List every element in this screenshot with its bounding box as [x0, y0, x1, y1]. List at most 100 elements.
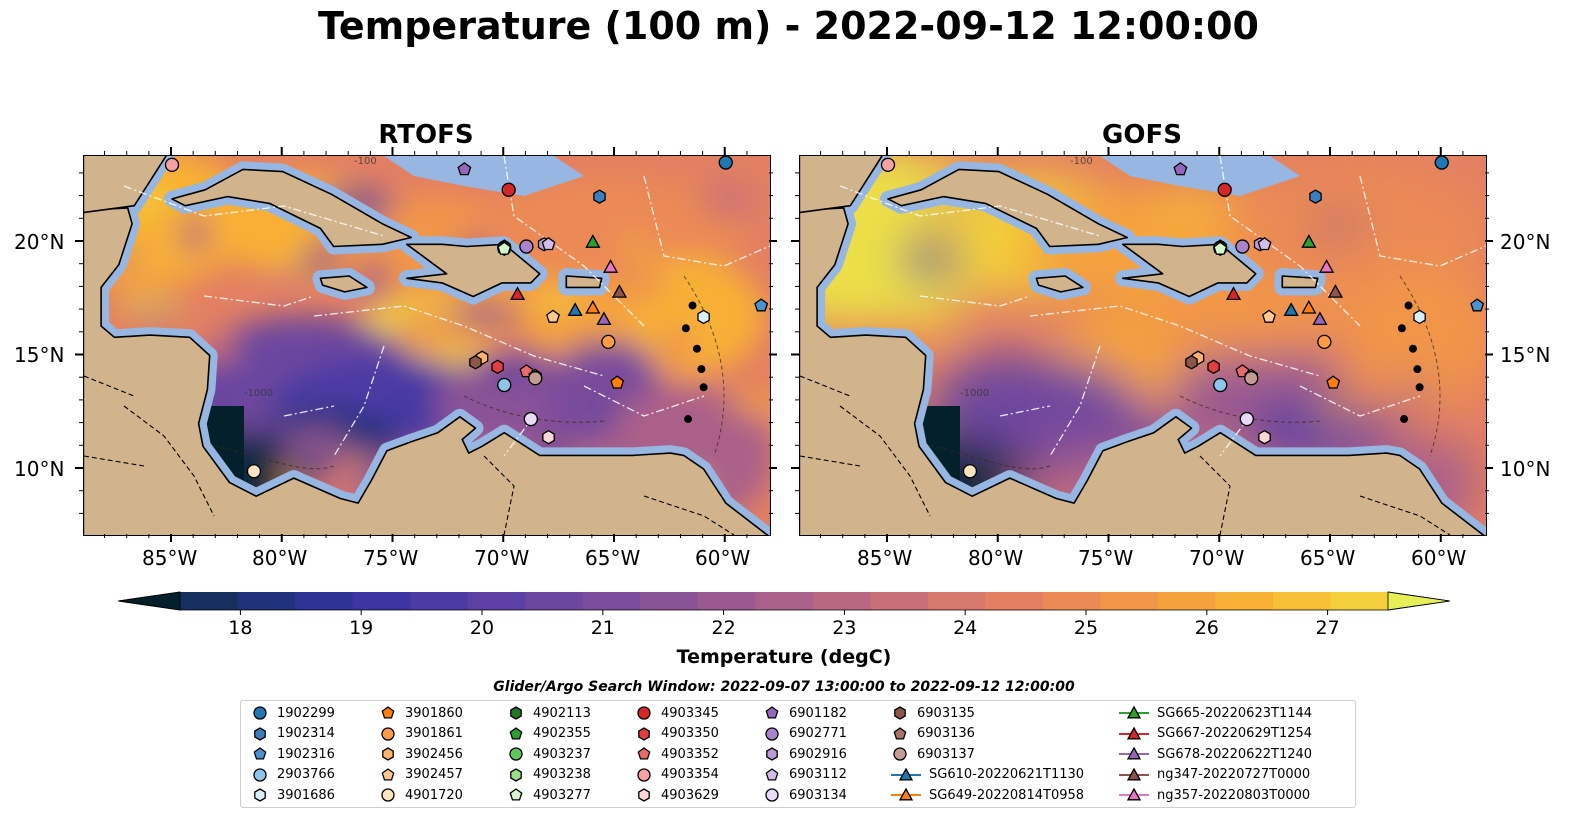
legend-marker-shape[interactable]	[253, 706, 267, 720]
legend-marker-shape[interactable]	[381, 767, 395, 781]
marker-4903354[interactable]	[880, 157, 896, 172]
marker-4903354[interactable]	[164, 157, 180, 172]
marker-SG649-20220814T0958[interactable]	[585, 299, 601, 314]
marker-2903766[interactable]	[497, 377, 512, 393]
legend-marker-shape[interactable]	[509, 788, 523, 801]
legend-marker-shape[interactable]	[638, 726, 650, 741]
legend-marker-shape[interactable]	[898, 767, 914, 780]
marker-6903137[interactable]	[1244, 371, 1259, 386]
legend-marker-shape[interactable]	[381, 706, 395, 719]
marker-4903277[interactable]	[497, 241, 512, 255]
colorbar-segment	[410, 592, 469, 610]
legend-marker-shape[interactable]	[510, 706, 522, 720]
marker-6901182[interactable]	[1173, 162, 1188, 176]
marker-3901686[interactable]	[1413, 309, 1426, 325]
legend-marker-shape[interactable]	[510, 767, 522, 782]
marker-ng357-20220803T0000[interactable]	[1318, 259, 1335, 273]
marker-SG667-20220629T1254[interactable]	[1225, 286, 1242, 301]
legend-marker-shape[interactable]	[1126, 726, 1142, 739]
marker-1902314[interactable]	[593, 189, 606, 204]
legend-marker-shape[interactable]	[765, 788, 779, 802]
marker-4901720[interactable]	[962, 464, 978, 479]
marker-6902771[interactable]	[519, 239, 534, 254]
marker-6903135[interactable]	[1185, 355, 1198, 370]
marker-4903345[interactable]	[501, 182, 516, 197]
marker-6903137[interactable]	[528, 371, 543, 386]
marker-SG665-20220623T1144[interactable]	[1301, 234, 1317, 248]
legend-marker-shape[interactable]	[638, 788, 650, 802]
marker-4903629[interactable]	[542, 429, 555, 445]
legend-label: 1902314	[277, 726, 335, 741]
marker-4903345[interactable]	[1217, 182, 1232, 197]
legend-marker-shape[interactable]	[893, 747, 907, 761]
legend-marker-shape[interactable]	[1126, 787, 1142, 801]
marker-3902457[interactable]	[546, 309, 560, 323]
marker-1902316[interactable]	[754, 298, 769, 312]
marker-3901861[interactable]	[601, 334, 616, 350]
legend-marker-shape[interactable]	[253, 767, 267, 782]
marker-ng357-20220803T0000[interactable]	[602, 259, 619, 273]
legend-label: 4903350	[661, 726, 719, 741]
marker-6903135[interactable]	[469, 355, 482, 370]
map-panel-rtofs[interactable]: -1000 -100	[83, 155, 771, 536]
legend-marker-shape[interactable]	[765, 706, 779, 719]
marker-1902314[interactable]	[1309, 189, 1322, 204]
marker-4903350[interactable]	[1207, 359, 1220, 375]
marker-3901686[interactable]	[697, 309, 710, 325]
marker-SG610-20220621T1130[interactable]	[1283, 302, 1299, 316]
legend-marker-shape[interactable]	[382, 747, 394, 761]
marker-SG678-20220622T1240[interactable]	[596, 311, 612, 326]
colorbar-segment	[467, 592, 526, 610]
marker-SG649-20220814T0958[interactable]	[1301, 299, 1317, 314]
legend-marker-shape[interactable]	[765, 726, 779, 741]
marker-4903629[interactable]	[1258, 429, 1271, 445]
marker-1902299[interactable]	[1434, 156, 1449, 170]
legend-marker-shape[interactable]	[1126, 767, 1142, 780]
legend-marker-shape[interactable]	[381, 726, 395, 741]
map-canvas: -1000 -100	[800, 156, 1486, 535]
marker-ng347-20220727T0000[interactable]	[1327, 284, 1344, 298]
map-panel-gofs[interactable]: -1000 -100	[799, 155, 1487, 536]
marker-6901182[interactable]	[457, 162, 472, 176]
legend-marker-shape[interactable]	[898, 787, 914, 801]
marker-4903350[interactable]	[491, 359, 504, 375]
legend-marker-shape[interactable]	[893, 726, 907, 740]
marker-2903766[interactable]	[1213, 377, 1228, 393]
legend-marker-shape[interactable]	[254, 788, 266, 802]
legend-entry: 4901720	[379, 785, 463, 805]
marker-6903134[interactable]	[523, 411, 538, 427]
marker-6903112[interactable]	[541, 236, 556, 251]
marker-3901860[interactable]	[610, 375, 625, 389]
legend-marker-shape[interactable]	[894, 706, 906, 720]
marker-4901720[interactable]	[246, 464, 262, 479]
legend-marker-shape[interactable]	[253, 747, 267, 760]
legend-marker-shape[interactable]	[254, 726, 266, 741]
legend-marker-shape[interactable]	[766, 747, 778, 761]
legend-marker-shape[interactable]	[765, 767, 779, 781]
legend-marker-shape[interactable]	[381, 788, 395, 802]
marker-3901860[interactable]	[1326, 375, 1341, 389]
legend-marker-shape[interactable]	[637, 706, 651, 720]
legend-marker-shape[interactable]	[1126, 746, 1142, 760]
legend-entry: 4902113	[507, 703, 591, 723]
legend-marker-shape[interactable]	[1126, 705, 1142, 719]
legend-entry: 1902314	[251, 724, 335, 744]
legend-marker-shape[interactable]	[509, 726, 523, 740]
marker-SG667-20220629T1254[interactable]	[509, 286, 526, 301]
marker-SG610-20220621T1130[interactable]	[567, 302, 583, 316]
marker-1902299[interactable]	[718, 156, 733, 170]
marker-6902771[interactable]	[1235, 239, 1250, 254]
marker-6903134[interactable]	[1239, 411, 1254, 427]
marker-3902457[interactable]	[1262, 309, 1276, 323]
legend-entry: 4903277	[507, 785, 591, 805]
marker-4903277[interactable]	[1213, 241, 1228, 255]
marker-SG678-20220622T1240[interactable]	[1312, 311, 1328, 326]
legend-marker-shape[interactable]	[509, 747, 523, 761]
marker-ng347-20220727T0000[interactable]	[611, 284, 628, 298]
marker-SG665-20220623T1144[interactable]	[585, 234, 601, 248]
marker-6903112[interactable]	[1257, 236, 1272, 251]
legend-marker-shape[interactable]	[637, 767, 651, 782]
marker-3901861[interactable]	[1317, 334, 1332, 350]
marker-1902316[interactable]	[1470, 298, 1485, 312]
legend-marker-shape[interactable]	[637, 747, 651, 760]
